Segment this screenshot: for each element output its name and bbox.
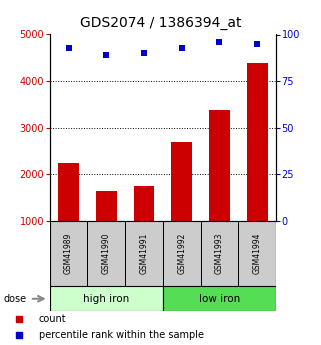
Text: GSM41991: GSM41991	[140, 233, 149, 274]
Bar	[50, 221, 87, 286]
Bar	[238, 221, 276, 286]
Bar	[201, 221, 238, 286]
Text: GSM41993: GSM41993	[215, 233, 224, 274]
Bar	[96, 190, 117, 221]
Bar	[87, 221, 125, 286]
Bar	[247, 63, 268, 221]
Bar	[163, 221, 201, 286]
Text: GSM41994: GSM41994	[253, 233, 262, 274]
Bar	[163, 286, 276, 311]
Text: GSM41990: GSM41990	[102, 233, 111, 274]
Text: GDS2074 / 1386394_at: GDS2074 / 1386394_at	[80, 16, 241, 30]
Point	[255, 41, 260, 47]
Point	[104, 52, 109, 58]
Bar	[50, 286, 163, 311]
Point	[66, 45, 71, 50]
Text: dose: dose	[3, 294, 26, 304]
Point	[179, 45, 184, 50]
Text: percentile rank within the sample: percentile rank within the sample	[39, 330, 204, 340]
Point	[217, 39, 222, 45]
Bar	[58, 162, 79, 221]
Text: GSM41992: GSM41992	[177, 233, 186, 274]
Point	[142, 50, 147, 56]
Bar	[209, 110, 230, 221]
Text: count: count	[39, 314, 66, 324]
Text: high iron: high iron	[83, 294, 129, 304]
Bar	[125, 221, 163, 286]
Text: low iron: low iron	[199, 294, 240, 304]
Bar	[134, 186, 154, 221]
Text: GSM41989: GSM41989	[64, 233, 73, 274]
Bar	[171, 141, 192, 221]
